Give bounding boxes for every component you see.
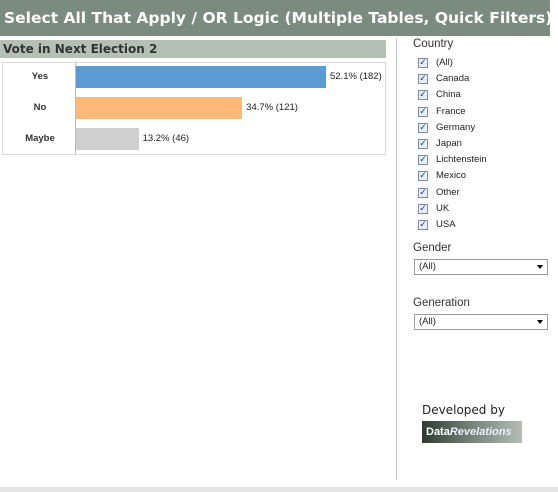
divider xyxy=(396,38,397,480)
credit-panel: Developed by DataRevelations xyxy=(413,388,550,480)
option-label: France xyxy=(436,105,466,117)
checkbox[interactable]: ✓ xyxy=(418,220,428,230)
bar xyxy=(75,128,139,150)
option-label: Germany xyxy=(436,121,476,133)
logo-bold: Data xyxy=(426,426,450,438)
chart-title: Vote in Next Election 2 xyxy=(0,40,386,58)
option-label: Other xyxy=(436,186,460,198)
option-label: Japan xyxy=(436,138,462,149)
dropdown[interactable]: (All) xyxy=(414,314,548,330)
dashboard-title: Select All That Apply / OR Logic (Multip… xyxy=(0,0,552,36)
logo-italic: Revelations xyxy=(449,426,512,438)
option-label: UK xyxy=(436,202,450,214)
value-label: 34.7% (121) xyxy=(246,102,298,113)
option-label: Canada xyxy=(436,73,470,85)
checkbox[interactable]: ✓ xyxy=(418,187,428,198)
option-label: China xyxy=(436,89,461,101)
option-label: Lichtenstein xyxy=(436,154,487,166)
category-label: Yes xyxy=(31,71,49,82)
checkbox[interactable]: ✓ xyxy=(418,203,428,214)
checkbox[interactable]: ✓ xyxy=(418,171,428,182)
credit-text: Developed by xyxy=(422,403,505,417)
axis-line xyxy=(75,63,76,154)
checkbox[interactable]: ✓ xyxy=(418,139,428,149)
category-label: No xyxy=(33,102,47,113)
bar xyxy=(75,97,243,119)
option-label: Mexico xyxy=(436,170,467,182)
checkbox[interactable]: ✓ xyxy=(418,106,428,117)
option-label: (All) xyxy=(436,57,453,68)
checkbox[interactable]: ✓ xyxy=(418,122,428,133)
status-bar xyxy=(0,487,558,492)
logo[interactable]: DataRevelations xyxy=(422,421,522,443)
checkbox[interactable]: ✓ xyxy=(418,90,428,101)
checkbox[interactable]: ✓ xyxy=(418,155,428,166)
checkbox[interactable]: ✓ xyxy=(418,74,428,85)
value-label: 13.2% (46) xyxy=(142,133,190,144)
bar xyxy=(75,66,326,88)
filter-label: Gender xyxy=(413,242,452,254)
checkbox[interactable]: ✓ xyxy=(418,58,428,68)
dropdown[interactable]: (All) xyxy=(414,259,548,275)
value-label: 52.1% (182) xyxy=(330,71,382,82)
filter-label: Generation xyxy=(413,297,470,309)
category-label: Maybe xyxy=(25,133,55,144)
option-label: USA xyxy=(436,219,456,230)
filter-label: Country xyxy=(413,38,454,50)
